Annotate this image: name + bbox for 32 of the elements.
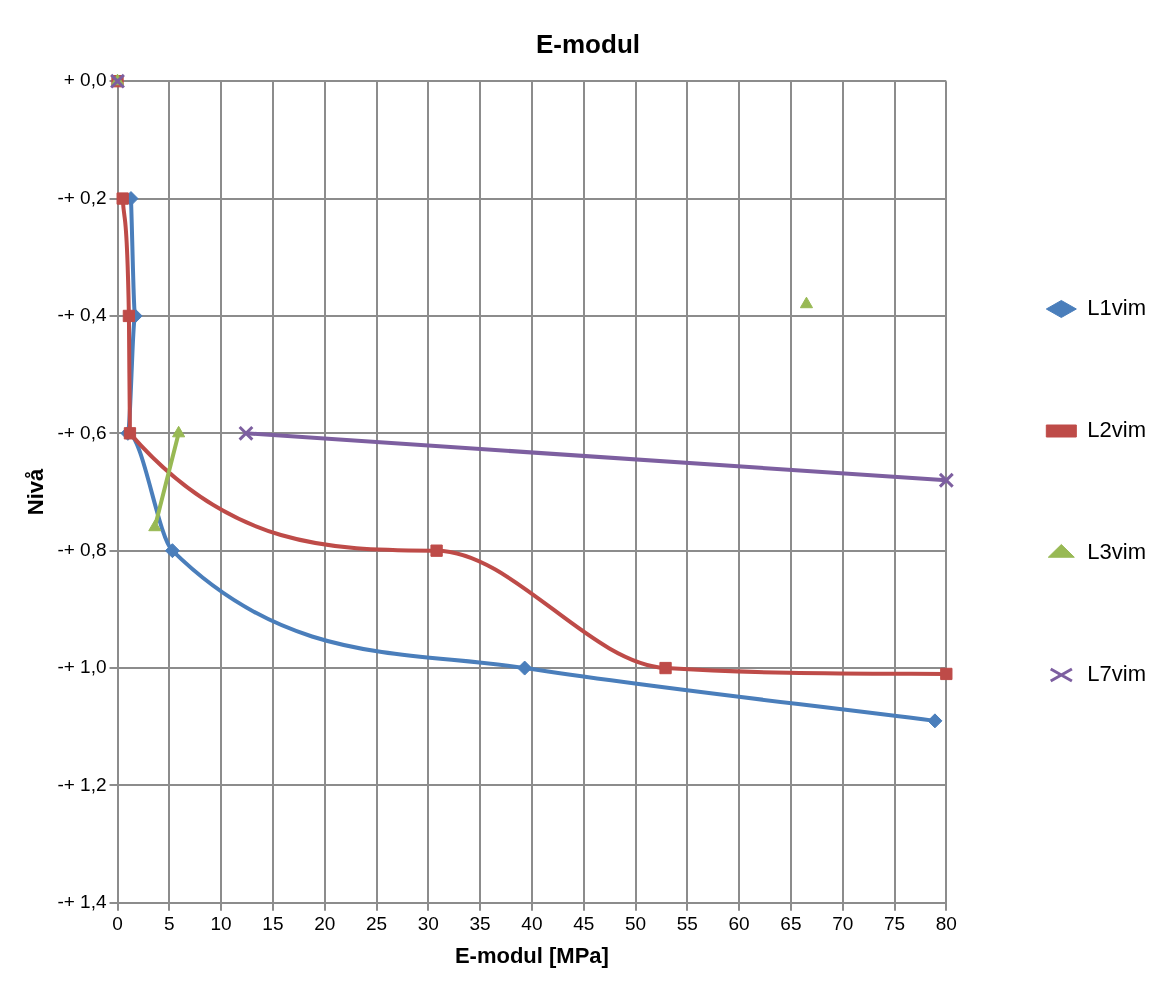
legend-label: L7vim [1087, 661, 1146, 687]
x-tick-label: 55 [676, 913, 698, 935]
y-tick-label: + 0,0 [63, 69, 107, 91]
x-tick-label: 15 [262, 913, 284, 935]
y-axis-title: Nivå [23, 468, 49, 516]
x-tick-label: 30 [417, 913, 439, 935]
y-tick-label: -+ 0,2 [57, 186, 107, 208]
y-tick-label: -+ 1,4 [57, 891, 107, 913]
legend-label: L3vim [1087, 539, 1146, 565]
x-tick-label: 35 [469, 913, 491, 935]
y-tick-label: -+ 1,0 [57, 656, 107, 678]
y-tick-label: -+ 0,4 [57, 304, 107, 326]
y-tick-label: -+ 0,6 [57, 421, 107, 443]
x-tick-label: 0 [112, 913, 123, 935]
x-tick-label: 60 [728, 913, 750, 935]
x-tick-label: 45 [573, 913, 595, 935]
legend-label: L1vim [1087, 295, 1146, 321]
x-tick-label: 40 [521, 913, 543, 935]
legend-label: L2vim [1087, 417, 1146, 443]
x-tick-label: 10 [210, 913, 232, 935]
x-tick-label: 20 [314, 913, 336, 935]
x-tick-label: 80 [935, 913, 957, 935]
x-tick-label: 50 [624, 913, 647, 935]
x-axis-title: E-modul [MPa] [454, 942, 609, 968]
x-tick-label: 70 [832, 913, 854, 935]
chart-title: E-modul [536, 28, 640, 59]
y-tick-label: -+ 1,2 [57, 773, 107, 795]
x-tick-label: 65 [780, 913, 802, 935]
x-tick-label: 5 [164, 913, 175, 935]
y-tick-label: -+ 0,8 [57, 538, 107, 560]
x-tick-label: 25 [365, 913, 388, 935]
x-tick-label: 75 [883, 913, 906, 935]
